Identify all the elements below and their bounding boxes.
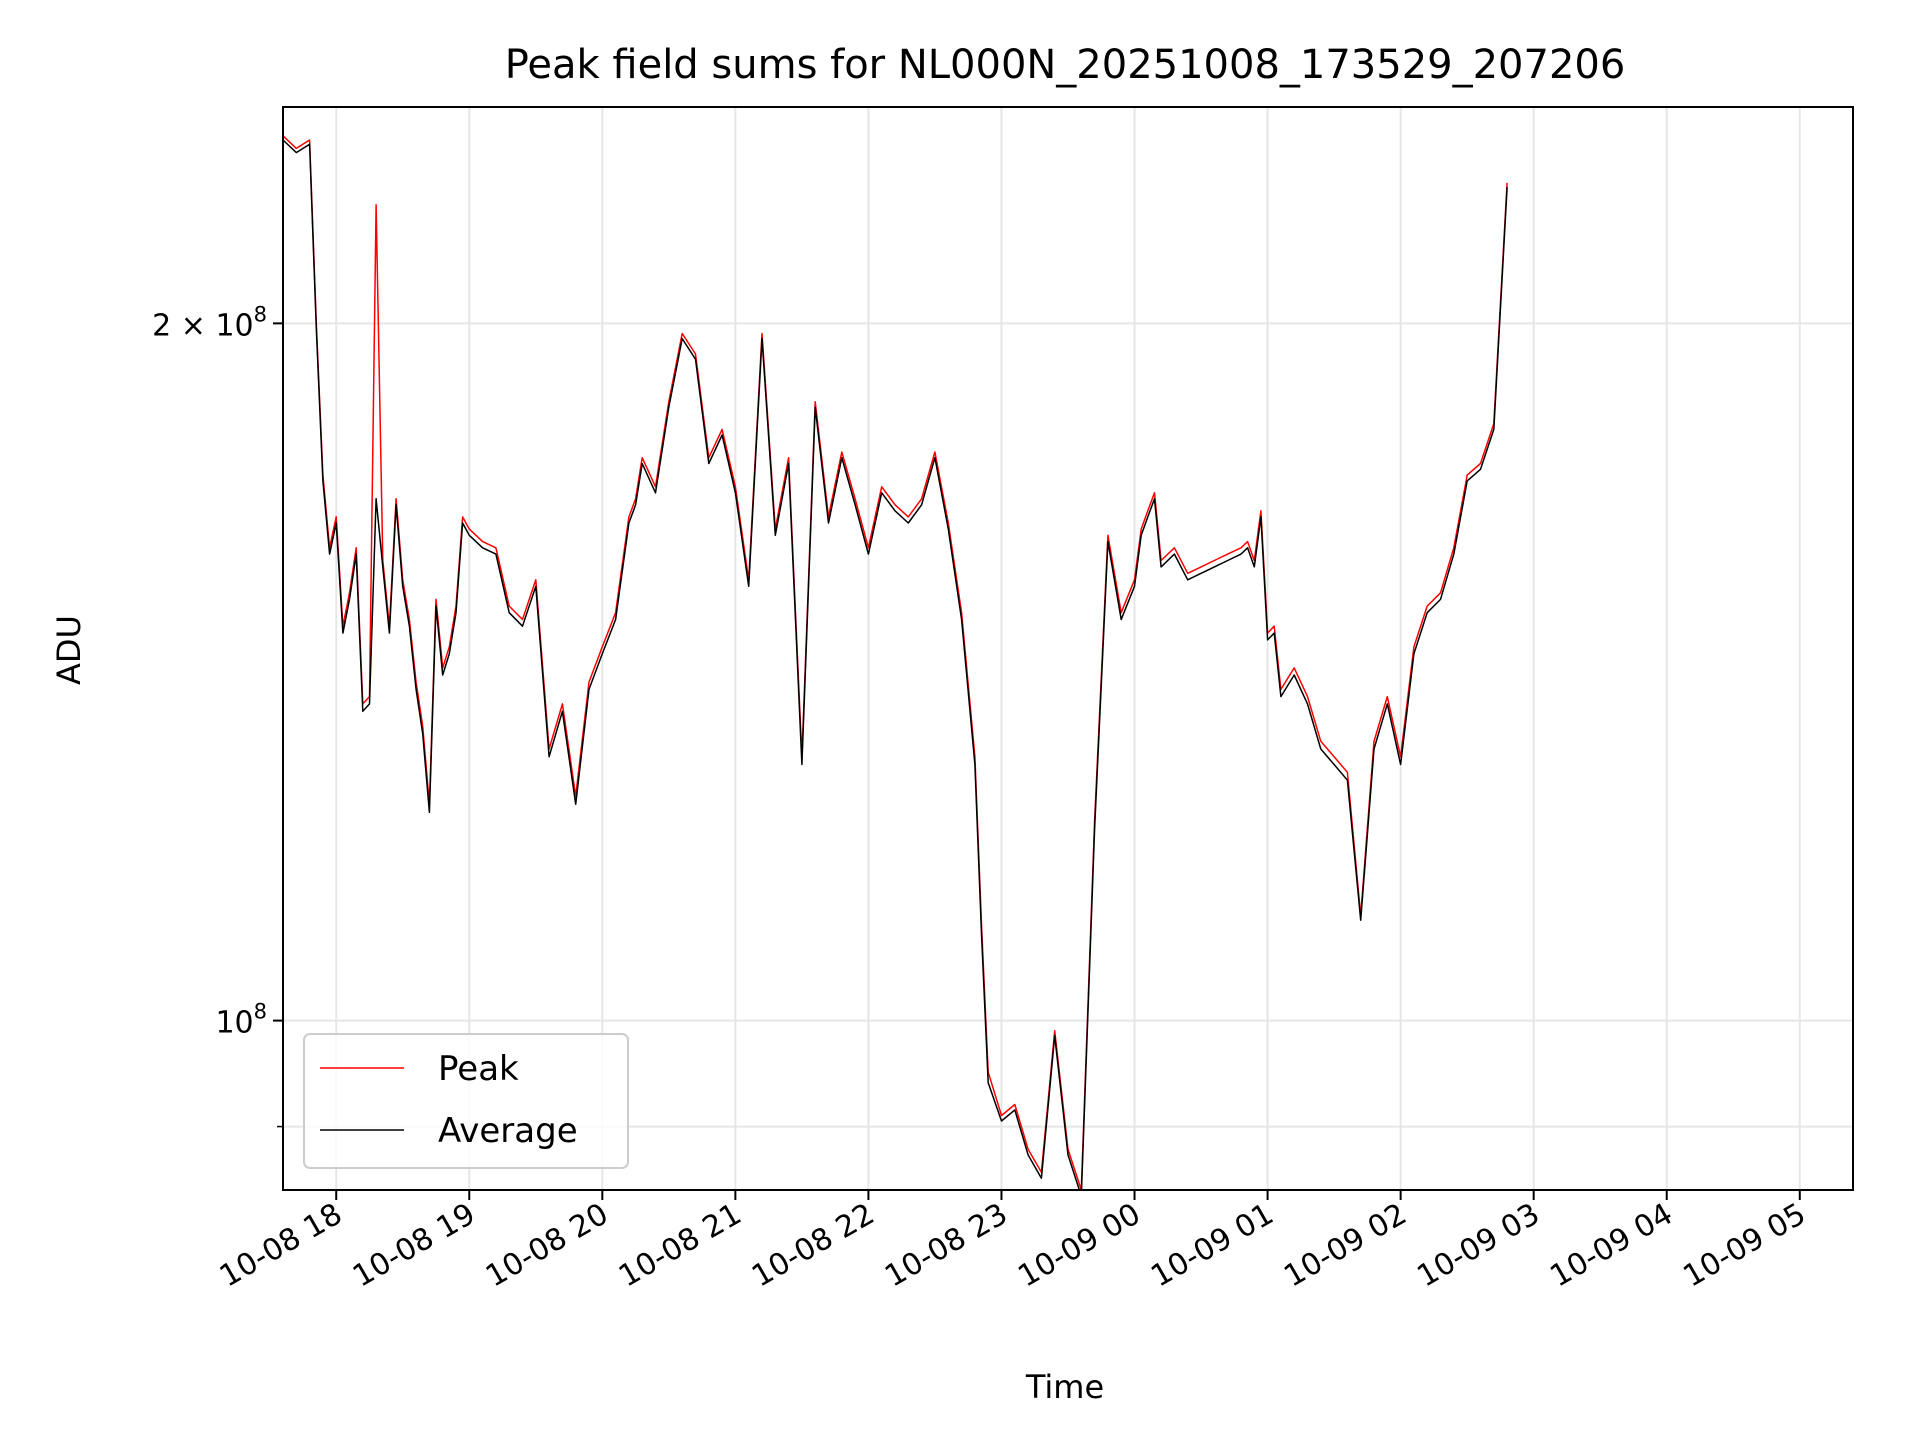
y-tick-prefix: 2 × — [152, 308, 215, 343]
series-line-peak — [283, 135, 1508, 1190]
y-tick-label: 2 × 108 — [152, 302, 267, 343]
y-axis-label: ADU — [50, 615, 88, 685]
series-layer — [283, 135, 1508, 1190]
series-line-average — [283, 139, 1508, 1190]
y-tick-base: 10 — [215, 1006, 253, 1041]
x-axis-label: Time — [1025, 1368, 1104, 1406]
y-tick-exponent: 8 — [254, 1000, 267, 1024]
legend: Peak Average — [303, 1033, 629, 1169]
y-tick-exponent: 8 — [254, 302, 267, 326]
chart-title: Peak field sums for NL000N_20251008_1735… — [505, 42, 1626, 88]
y-tick-base: 10 — [215, 308, 253, 343]
y-tick-label: 108 — [215, 1000, 267, 1041]
grid — [283, 107, 1853, 1190]
legend-average-label: Average — [438, 1111, 578, 1151]
legend-peak-label: Peak — [438, 1049, 519, 1089]
plot-frame — [282, 106, 1854, 1191]
